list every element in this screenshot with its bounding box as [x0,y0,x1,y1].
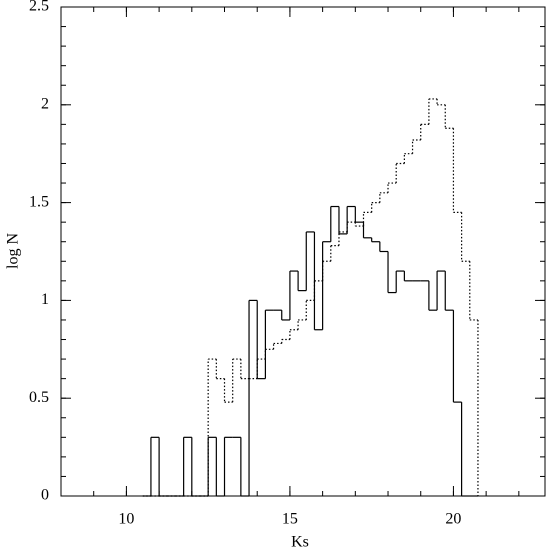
y-tick-label: 2 [41,95,49,112]
y-tick-label: 1.5 [29,193,49,210]
x-tick-label: 20 [445,511,461,528]
x-tick-label: 10 [118,511,134,528]
x-tick-label: 15 [282,511,298,528]
y-axis-label: log N [5,233,22,269]
y-tick-label: 0 [41,487,49,504]
y-tick-label: 0.5 [29,389,49,406]
y-tick-label: 2.5 [29,0,49,15]
y-tick-label: 1 [41,291,49,308]
plot-frame [60,6,546,497]
x-axis-label: Ks [291,534,309,551]
